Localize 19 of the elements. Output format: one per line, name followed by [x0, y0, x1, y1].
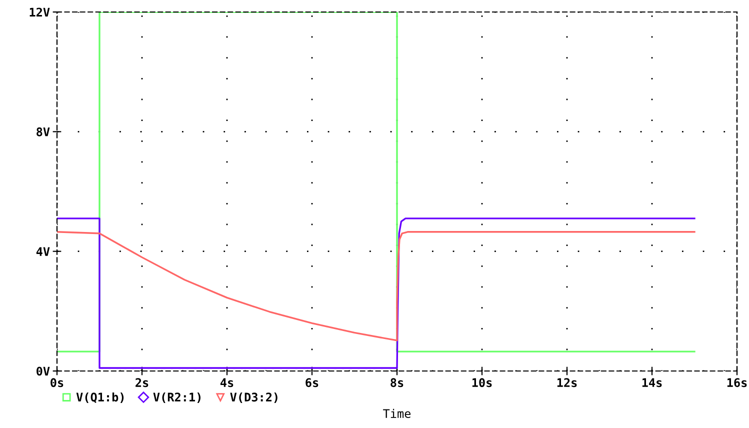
- x-tick-label: 16s: [727, 378, 747, 388]
- x-tick-label: 8s: [390, 378, 404, 388]
- legend-label: V(D3:2): [230, 392, 278, 403]
- x-axis-title: Time: [383, 408, 411, 418]
- x-tick-label: 10s: [472, 378, 492, 388]
- y-tick-label: 12V: [30, 8, 50, 16]
- x-tick-label: 0s: [50, 378, 64, 388]
- line-series: [57, 231, 696, 342]
- legend-label: V(R2:1): [153, 392, 200, 403]
- legend-label: V(Q1:b): [76, 392, 124, 404]
- line-series: [57, 218, 696, 369]
- x-tick-label: 6s: [306, 378, 318, 388]
- x-tick-label: 14s: [642, 378, 662, 388]
- y-tick-label: 8V: [36, 127, 50, 136]
- y-tick-label: 0V: [36, 366, 50, 376]
- x-tick-label: 4s: [220, 378, 234, 388]
- x-tick-label: 12s: [557, 378, 577, 388]
- y-tick-label: 4V: [36, 247, 50, 256]
- x-tick-label: 2s: [136, 378, 148, 388]
